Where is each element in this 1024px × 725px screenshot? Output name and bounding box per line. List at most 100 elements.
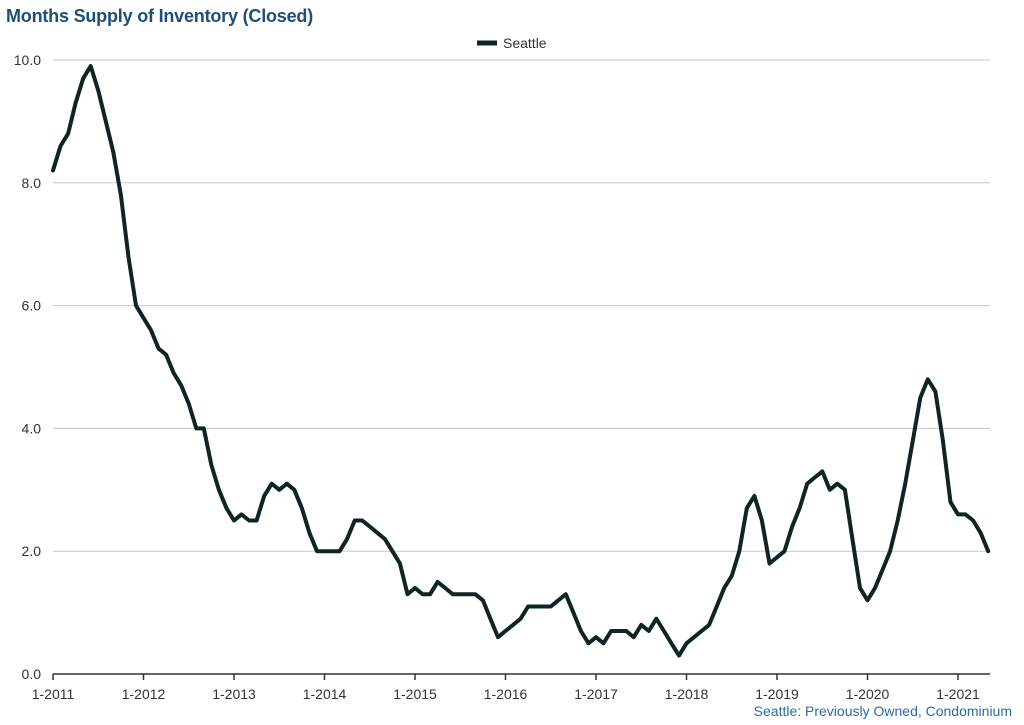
- data-point: [323, 549, 327, 553]
- data-point: [888, 549, 892, 553]
- data-point: [157, 347, 161, 351]
- data-point: [187, 402, 191, 406]
- y-tick-label: 4.0: [22, 420, 42, 436]
- data-point: [850, 537, 854, 541]
- x-tick-label: 1-2016: [484, 686, 528, 702]
- data-point: [338, 549, 342, 553]
- data-point: [451, 592, 455, 596]
- data-point: [405, 592, 409, 596]
- data-point: [66, 132, 70, 136]
- data-point: [217, 488, 221, 492]
- data-point: [798, 506, 802, 510]
- data-point: [602, 641, 606, 645]
- data-point: [752, 494, 756, 498]
- data-point: [564, 592, 568, 596]
- data-point: [873, 586, 877, 590]
- legend[interactable]: Seattle: [477, 35, 547, 51]
- data-point: [398, 561, 402, 565]
- x-axis: 1-2011 1-2012 1-2013 1-2014 1-2015 1-2016 1-20…: [32, 673, 990, 702]
- data-point: [292, 488, 296, 492]
- data-point: [866, 598, 870, 602]
- data-point: [481, 598, 485, 602]
- x-tick-label: 1-2013: [212, 686, 256, 702]
- data-point: [677, 654, 681, 658]
- data-point: [715, 604, 719, 608]
- data-point: [737, 549, 741, 553]
- data-point: [858, 586, 862, 590]
- x-tick-label: 1-2014: [303, 686, 347, 702]
- data-point: [639, 623, 643, 627]
- y-axis-ticks: 0.0 2.0 4.0 6.0 8.0 10.0: [14, 52, 41, 682]
- data-point: [911, 439, 915, 443]
- data-point: [707, 623, 711, 627]
- data-point: [881, 568, 885, 572]
- data-point: [368, 525, 372, 529]
- y-tick-label: 2.0: [22, 543, 42, 559]
- data-point: [390, 549, 394, 553]
- data-point: [896, 519, 900, 523]
- data-point: [255, 519, 259, 523]
- data-point: [669, 641, 673, 645]
- data-point: [473, 592, 477, 596]
- data-point: [285, 482, 289, 486]
- data-point: [247, 519, 251, 523]
- data-point: [307, 531, 311, 535]
- data-point: [519, 617, 523, 621]
- data-point: [262, 494, 266, 498]
- data-point: [556, 598, 560, 602]
- data-point: [790, 525, 794, 529]
- data-point: [767, 561, 771, 565]
- data-point: [933, 390, 937, 394]
- data-point: [194, 426, 198, 430]
- data-point: [104, 119, 108, 123]
- data-point: [526, 604, 530, 608]
- data-point: [971, 519, 975, 523]
- data-point: [496, 635, 500, 639]
- y-tick-label: 10.0: [14, 52, 41, 68]
- data-point: [805, 482, 809, 486]
- legend-label[interactable]: Seattle: [503, 35, 547, 51]
- x-tick-label: 1-2011: [32, 686, 75, 702]
- data-point: [594, 635, 598, 639]
- data-point: [443, 586, 447, 590]
- x-tick-label: 1-2018: [665, 686, 709, 702]
- data-point: [458, 592, 462, 596]
- data-point: [654, 617, 658, 621]
- data-point: [617, 629, 621, 633]
- y-tick-label: 0.0: [22, 666, 42, 682]
- data-point: [315, 549, 319, 553]
- data-point: [126, 254, 130, 258]
- data-point: [813, 476, 817, 480]
- data-point: [270, 482, 274, 486]
- x-tick-label: 1-2017: [574, 686, 618, 702]
- x-tick-label: 1-2020: [846, 686, 890, 702]
- data-point: [843, 488, 847, 492]
- data-point: [647, 629, 651, 633]
- data-point: [224, 506, 228, 510]
- data-point: [330, 549, 334, 553]
- data-point: [345, 537, 349, 541]
- data-point: [74, 101, 78, 105]
- x-tick-label: 1-2015: [393, 686, 437, 702]
- data-point: [820, 469, 824, 473]
- data-point: [51, 169, 55, 173]
- data-point: [964, 512, 968, 516]
- x-tick-label: 1-2012: [122, 686, 166, 702]
- data-point: [760, 519, 764, 523]
- data-point: [202, 426, 206, 430]
- chart-title: Months Supply of Inventory (Closed): [6, 6, 313, 26]
- series-line-seattle: [51, 64, 991, 658]
- data-point: [172, 371, 176, 375]
- data-point: [89, 64, 93, 68]
- data-point: [240, 512, 244, 516]
- data-point: [232, 519, 236, 523]
- data-point: [835, 482, 839, 486]
- data-point: [119, 193, 123, 197]
- data-point: [511, 623, 515, 627]
- data-point: [466, 592, 470, 596]
- data-point: [534, 604, 538, 608]
- series-layer: [51, 64, 991, 658]
- data-point: [979, 531, 983, 535]
- chart-footnote: Seattle: Previously Owned, Condominium: [753, 703, 1012, 719]
